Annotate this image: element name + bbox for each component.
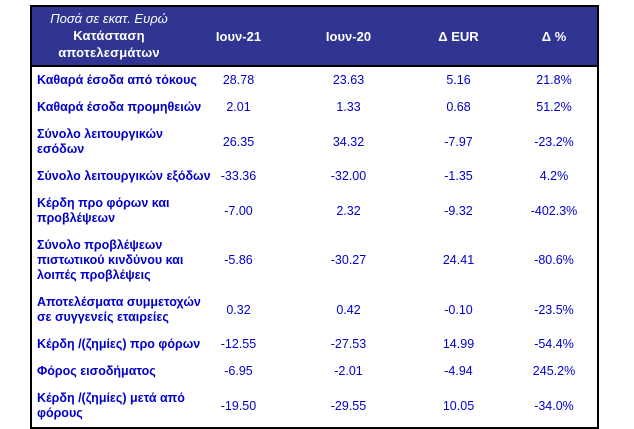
column-header-delta-pct: Δ % (511, 6, 598, 67)
income-statement-table: Ποσά σε εκατ. Ευρώ Κατάσταση αποτελεσμάτ… (30, 5, 599, 429)
value-delta-eur: -9.32 (444, 203, 473, 218)
table-row: Σύνολο λειτουργικών εσόδων 26.35 34.32 -… (31, 121, 598, 163)
row-label: Σύνολο λειτουργικών εσόδων (37, 127, 163, 156)
statement-title: Κατάσταση αποτελεσμάτων (58, 28, 160, 60)
row-label: Κέρδη προ φόρων και προβλέψεων (37, 196, 170, 225)
value-delta-pct: 21.8% (536, 73, 572, 87)
table-row: Καθαρά έσοδα από τόκους 28.78 23.63 5.16… (31, 66, 598, 94)
value-jun20: 23.63 (332, 73, 365, 87)
value-delta-pct: 245.2% (532, 364, 576, 378)
income-statement-table-container: Ποσά σε εκατ. Ευρώ Κατάσταση αποτελεσμάτ… (30, 5, 599, 429)
value-delta-pct: -34.0% (534, 398, 574, 413)
value-delta-eur: -7.97 (444, 134, 473, 149)
row-label: Κέρδη /(ζημίες) μετά από φόρους (37, 391, 185, 420)
value-jun20: 0.42 (336, 302, 361, 317)
value-jun21: -33.36 (220, 169, 257, 183)
table-row: Κέρδη /(ζημίες) μετά από φόρους -19.50 -… (31, 385, 598, 428)
value-delta-eur: -1.35 (444, 169, 473, 183)
value-delta-pct: -402.3% (530, 203, 578, 218)
value-delta-eur: -0.10 (444, 302, 473, 317)
value-jun21: 28.78 (222, 73, 255, 87)
row-label: Αποτελέσματα συμμετοχών σε συγγενείς ετα… (37, 295, 201, 324)
table-body: Καθαρά έσοδα από τόκους 28.78 23.63 5.16… (31, 66, 598, 428)
value-jun21: -19.50 (220, 398, 257, 413)
table-header: Ποσά σε εκατ. Ευρώ Κατάσταση αποτελεσμάτ… (31, 6, 598, 67)
value-jun21: 2.01 (226, 100, 251, 114)
table-row: Κέρδη /(ζημίες) προ φόρων -12.55 -27.53 … (31, 331, 598, 358)
value-jun21: -6.95 (224, 364, 253, 378)
value-jun20: 2.32 (336, 203, 361, 218)
value-jun21: 0.32 (226, 302, 251, 317)
table-row: Σύνολο προβλέψεων πιστωτικού κινδύνου κα… (31, 232, 598, 289)
value-delta-pct: 4.2% (539, 169, 569, 183)
row-label: Κέρδη /(ζημίες) προ φόρων (37, 337, 201, 351)
row-label: Σύνολο προβλέψεων πιστωτικού κινδύνου κα… (37, 238, 184, 282)
table-row: Κέρδη προ φόρων και προβλέψεων -7.00 2.3… (31, 190, 598, 232)
value-delta-pct: -23.5% (534, 302, 574, 317)
value-jun20: -2.01 (334, 364, 363, 378)
value-jun20: -29.55 (330, 398, 367, 413)
value-jun20: 34.32 (332, 134, 365, 149)
value-delta-eur: 14.99 (442, 337, 475, 351)
column-header-delta-eur: Δ EUR (406, 6, 511, 67)
table-row: Αποτελέσματα συμμετοχών σε συγγενείς ετα… (31, 289, 598, 331)
value-delta-eur: 10.05 (442, 398, 475, 413)
value-delta-eur: 0.68 (446, 100, 471, 114)
value-delta-pct: -80.6% (534, 253, 574, 267)
value-delta-eur: 5.16 (446, 73, 471, 87)
column-header-jun21: Ιουν-21 (186, 6, 291, 67)
value-delta-pct: -54.4% (534, 337, 574, 351)
value-jun21: -12.55 (220, 337, 257, 351)
value-jun20: -30.27 (330, 253, 367, 267)
statement-title-cell: Ποσά σε εκατ. Ευρώ Κατάσταση αποτελεσμάτ… (31, 6, 186, 67)
row-label: Καθαρά έσοδα προμηθειών (37, 100, 202, 114)
row-label: Φόρος εισοδήματος (37, 364, 156, 378)
value-jun21: -5.86 (224, 253, 253, 267)
table-row: Φόρος εισοδήματος -6.95 -2.01 -4.94 245.… (31, 358, 598, 385)
table-row: Καθαρά έσοδα προμηθειών 2.01 1.33 0.68 5… (31, 94, 598, 121)
value-delta-eur: -4.94 (444, 364, 473, 378)
row-label: Καθαρά έσοδα από τόκους (37, 73, 197, 87)
value-jun21: -7.00 (224, 203, 253, 218)
value-delta-pct: 51.2% (536, 100, 572, 114)
column-header-jun20: Ιουν-20 (291, 6, 406, 67)
value-jun20: -32.00 (330, 169, 367, 183)
value-jun20: 1.33 (336, 100, 361, 114)
table-row: Σύνολο λειτουργικών εξόδων -33.36 -32.00… (31, 163, 598, 190)
value-jun21: 26.35 (222, 134, 255, 149)
units-note: Ποσά σε εκατ. Ευρώ (50, 11, 168, 26)
value-delta-pct: -23.2% (534, 134, 574, 149)
value-delta-eur: 24.41 (442, 253, 475, 267)
row-label: Σύνολο λειτουργικών εξόδων (37, 169, 211, 183)
value-jun20: -27.53 (330, 337, 367, 351)
header-row: Ποσά σε εκατ. Ευρώ Κατάσταση αποτελεσμάτ… (31, 6, 598, 67)
